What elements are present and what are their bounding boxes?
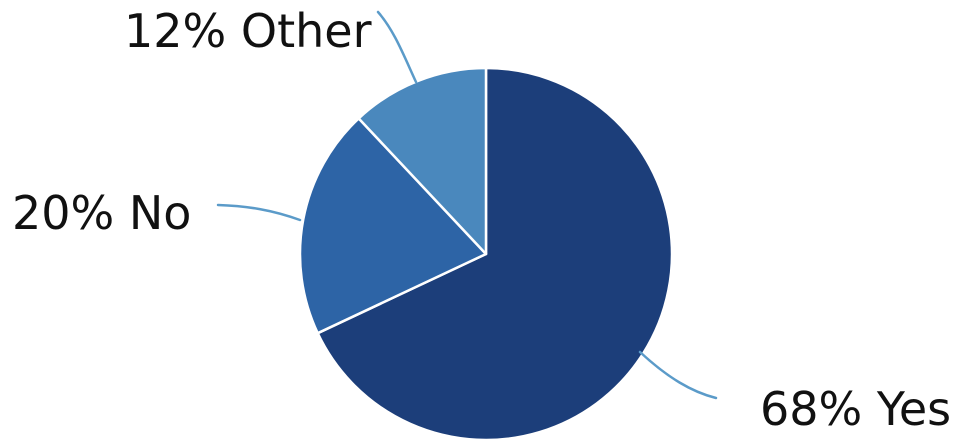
pie-slice-other [357,66,488,256]
slice-label-no: 20% No [12,186,191,240]
leader-line-no [216,203,302,222]
leader-line-yes [638,350,718,400]
slice-label-yes: 68% Yes [760,382,951,436]
slice-label-other: 12% Other [124,4,372,58]
pie-slices [298,66,674,442]
pie-slice-no [298,117,488,335]
leader-line-other [376,10,418,84]
